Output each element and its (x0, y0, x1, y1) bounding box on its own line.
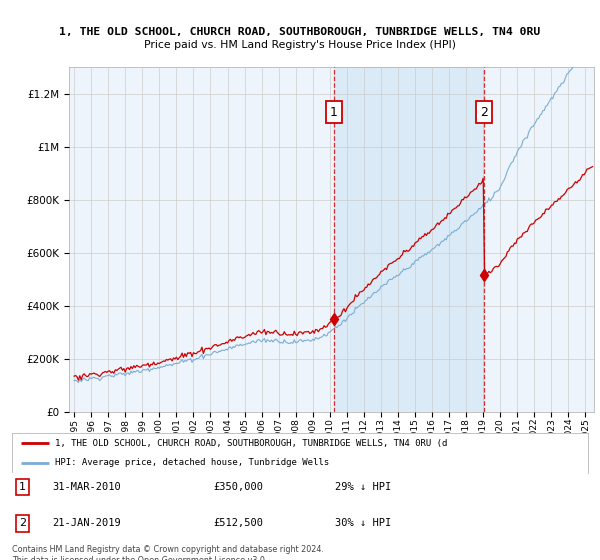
Text: 29% ↓ HPI: 29% ↓ HPI (335, 482, 391, 492)
Bar (334, 67, 484, 412)
Text: 21-JAN-2019: 21-JAN-2019 (52, 519, 121, 529)
Text: 30% ↓ HPI: 30% ↓ HPI (335, 519, 391, 529)
Text: £350,000: £350,000 (214, 482, 263, 492)
Text: 2: 2 (19, 519, 26, 529)
Text: 1, THE OLD SCHOOL, CHURCH ROAD, SOUTHBOROUGH, TUNBRIDGE WELLS, TN4 0RU (d: 1, THE OLD SCHOOL, CHURCH ROAD, SOUTHBOR… (55, 439, 448, 448)
Text: Contains HM Land Registry data © Crown copyright and database right 2024.
This d: Contains HM Land Registry data © Crown c… (12, 545, 324, 560)
Text: Price paid vs. HM Land Registry's House Price Index (HPI): Price paid vs. HM Land Registry's House … (144, 40, 456, 50)
Text: 2: 2 (480, 106, 488, 119)
Text: 31-MAR-2010: 31-MAR-2010 (52, 482, 121, 492)
Text: 1: 1 (330, 106, 338, 119)
Text: 1: 1 (19, 482, 26, 492)
Text: HPI: Average price, detached house, Tunbridge Wells: HPI: Average price, detached house, Tunb… (55, 458, 329, 467)
Text: £512,500: £512,500 (214, 519, 263, 529)
Text: 1, THE OLD SCHOOL, CHURCH ROAD, SOUTHBOROUGH, TUNBRIDGE WELLS, TN4 0RU: 1, THE OLD SCHOOL, CHURCH ROAD, SOUTHBOR… (59, 27, 541, 37)
